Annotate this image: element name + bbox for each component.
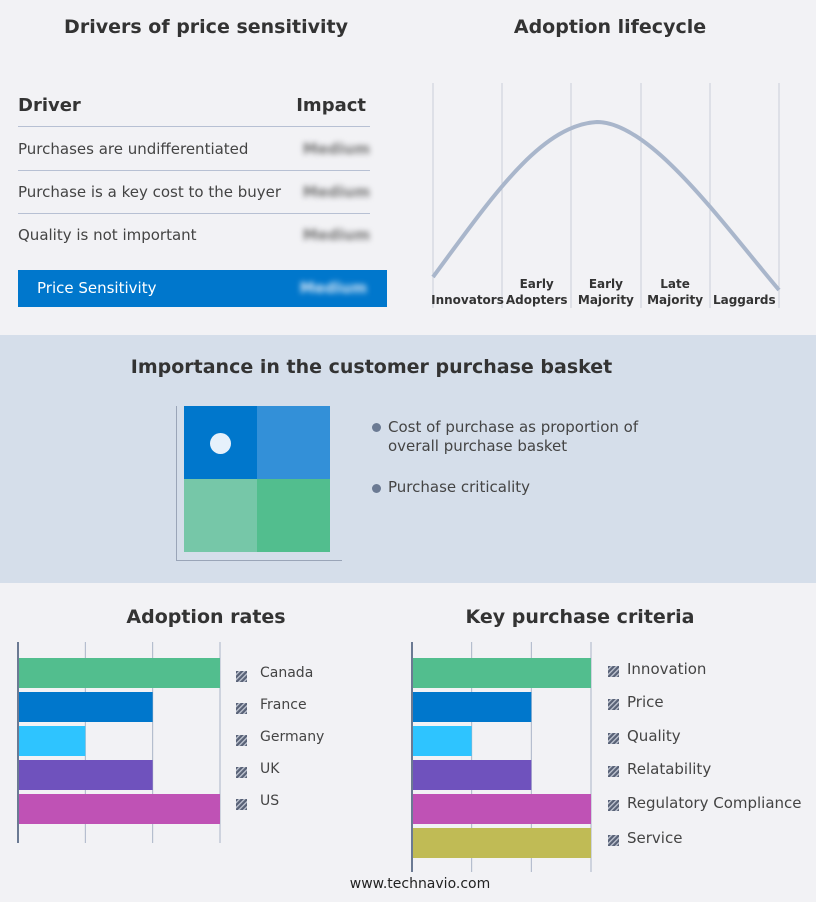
- basket-axis-x: [176, 560, 342, 561]
- footer-url: www.technavio.com: [349, 876, 491, 892]
- quadrant-bottom-left: [184, 479, 257, 552]
- legend-swatch-icon: [608, 800, 619, 811]
- stage-label: Early: [520, 277, 554, 291]
- driver-label: Purchases are undifferentiated: [18, 140, 249, 158]
- basket-section: [0, 335, 816, 583]
- driver-row: Quality is not important Medium: [18, 214, 370, 257]
- driver-label: Quality is not important: [18, 226, 197, 244]
- stage-label: Early: [589, 277, 623, 291]
- lifecycle-title: Adoption lifecycle: [513, 16, 707, 38]
- impact-column-header: Impact: [296, 95, 366, 116]
- position-marker: [210, 433, 231, 454]
- lifecycle-chart: Innovators Early Adopters Early Majority Late…: [431, 83, 781, 308]
- legend-swatch-icon: [236, 735, 247, 746]
- basket-axis-y: [176, 406, 177, 560]
- driver-label: Purchase is a key cost to the buyer: [18, 183, 282, 201]
- impact-value: Medium: [302, 226, 370, 244]
- legend-swatch-icon: [608, 733, 619, 744]
- basket-legend-1: Cost of purchase as proportion of overal…: [388, 418, 639, 455]
- stage-label: Laggards: [713, 293, 776, 307]
- legend-swatch-icon: [608, 766, 619, 777]
- legend-label: Regulatory Compliance: [627, 794, 802, 812]
- drivers-title: Drivers of price sensitivity: [64, 16, 348, 38]
- stage-label: Majority: [578, 293, 634, 307]
- legend-label: France: [260, 697, 307, 713]
- legend-swatch-icon: [236, 671, 247, 682]
- bar-price: [412, 692, 532, 722]
- stage-label: Majority: [647, 293, 703, 307]
- bar-uk: [18, 760, 153, 790]
- driver-column-header: Driver: [18, 95, 81, 116]
- drivers-header: Driver Impact: [18, 84, 370, 127]
- price-sensitivity-summary: Price Sensitivity Medium: [18, 270, 387, 307]
- driver-row: Purchases are undifferentiated Medium: [18, 128, 370, 171]
- legend-label: Price: [627, 693, 664, 711]
- stage-label: Innovators: [431, 293, 504, 307]
- bar-relatability: [412, 760, 532, 790]
- legend-label: Service: [627, 829, 683, 847]
- driver-row: Purchase is a key cost to the buyer Mediu…: [18, 171, 370, 214]
- stage-label: Adopters: [506, 293, 568, 307]
- legend-swatch-icon: [236, 799, 247, 810]
- bullet-icon: [372, 484, 381, 493]
- legend-label: Canada: [260, 665, 314, 681]
- bar-germany: [18, 726, 86, 756]
- adoption-rates-title: Adoption rates: [126, 606, 286, 628]
- legend-label: Germany: [260, 729, 325, 745]
- legend-label: Quality: [627, 727, 681, 745]
- adoption-curve: [431, 119, 781, 292]
- quadrant-bottom-right: [257, 479, 330, 552]
- legend-label: UK: [260, 761, 280, 777]
- legend-swatch-icon: [236, 703, 247, 714]
- legend-label: Relatability: [627, 760, 712, 778]
- summary-impact: Medium: [299, 279, 367, 297]
- legend-swatch-icon: [608, 699, 619, 710]
- bar-innovation: [412, 658, 591, 688]
- bar-quality: [412, 726, 472, 756]
- bar-us: [18, 794, 220, 824]
- legend-label: Innovation: [627, 660, 707, 678]
- quadrant-top-right: [257, 406, 330, 479]
- kpc-title: Key purchase criteria: [465, 606, 695, 628]
- bar-canada: [18, 658, 220, 688]
- bar-service: [412, 828, 591, 858]
- summary-label: Price Sensitivity: [37, 279, 157, 297]
- bullet-icon: [372, 423, 381, 432]
- legend-swatch-icon: [236, 767, 247, 778]
- legend-label: US: [260, 793, 280, 809]
- bar-regulatory-compliance: [412, 794, 591, 824]
- impact-value: Medium: [302, 183, 370, 201]
- impact-value: Medium: [302, 140, 370, 158]
- bar-france: [18, 692, 153, 722]
- stage-label: Late: [660, 277, 690, 291]
- legend-swatch-icon: [608, 666, 619, 677]
- legend-swatch-icon: [608, 835, 619, 846]
- basket-legend-2: Purchase criticality: [388, 478, 531, 496]
- basket-title: Importance in the customer purchase bask…: [130, 356, 613, 378]
